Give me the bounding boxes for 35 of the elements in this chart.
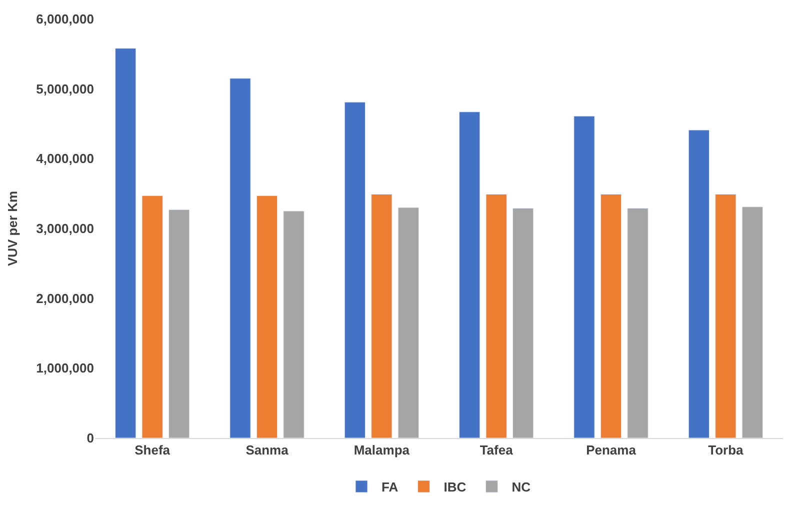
legend-label: IBC [444, 480, 467, 495]
y-tick-label: 2,000,000 [36, 290, 94, 306]
bar [627, 208, 648, 438]
bar [142, 195, 163, 438]
legend-label: FA [382, 480, 399, 495]
bar [512, 208, 534, 438]
y-tick-label: 0 [86, 430, 94, 446]
bar [486, 194, 507, 438]
bar [168, 209, 190, 438]
bar [459, 112, 480, 438]
y-tick-label: 6,000,000 [36, 12, 94, 27]
x-tick-label: Shefa [134, 442, 171, 458]
x-tick-label: Sanma [246, 442, 290, 458]
bar [230, 78, 251, 438]
x-tick-label: Malampa [354, 442, 410, 458]
y-tick-label: 4,000,000 [36, 151, 94, 166]
y-tick-label: 1,000,000 [36, 360, 94, 376]
x-tick-label: Tafea [480, 442, 514, 458]
bar [398, 207, 419, 438]
bar [344, 102, 366, 438]
y-axis-title: VUV per Km [5, 190, 20, 266]
x-tick-label: Torba [708, 442, 744, 458]
bar [574, 116, 595, 438]
bar [688, 130, 710, 438]
bar [742, 206, 763, 438]
bar [600, 194, 622, 438]
x-tick-label: Penama [586, 442, 637, 458]
legend-label: NC [512, 480, 532, 495]
y-tick-label: 3,000,000 [36, 221, 94, 236]
bar [115, 48, 136, 438]
bar [715, 194, 736, 438]
bar [256, 195, 278, 438]
y-tick-label: 5,000,000 [36, 81, 94, 96]
bar [283, 210, 304, 438]
bar [371, 194, 392, 438]
